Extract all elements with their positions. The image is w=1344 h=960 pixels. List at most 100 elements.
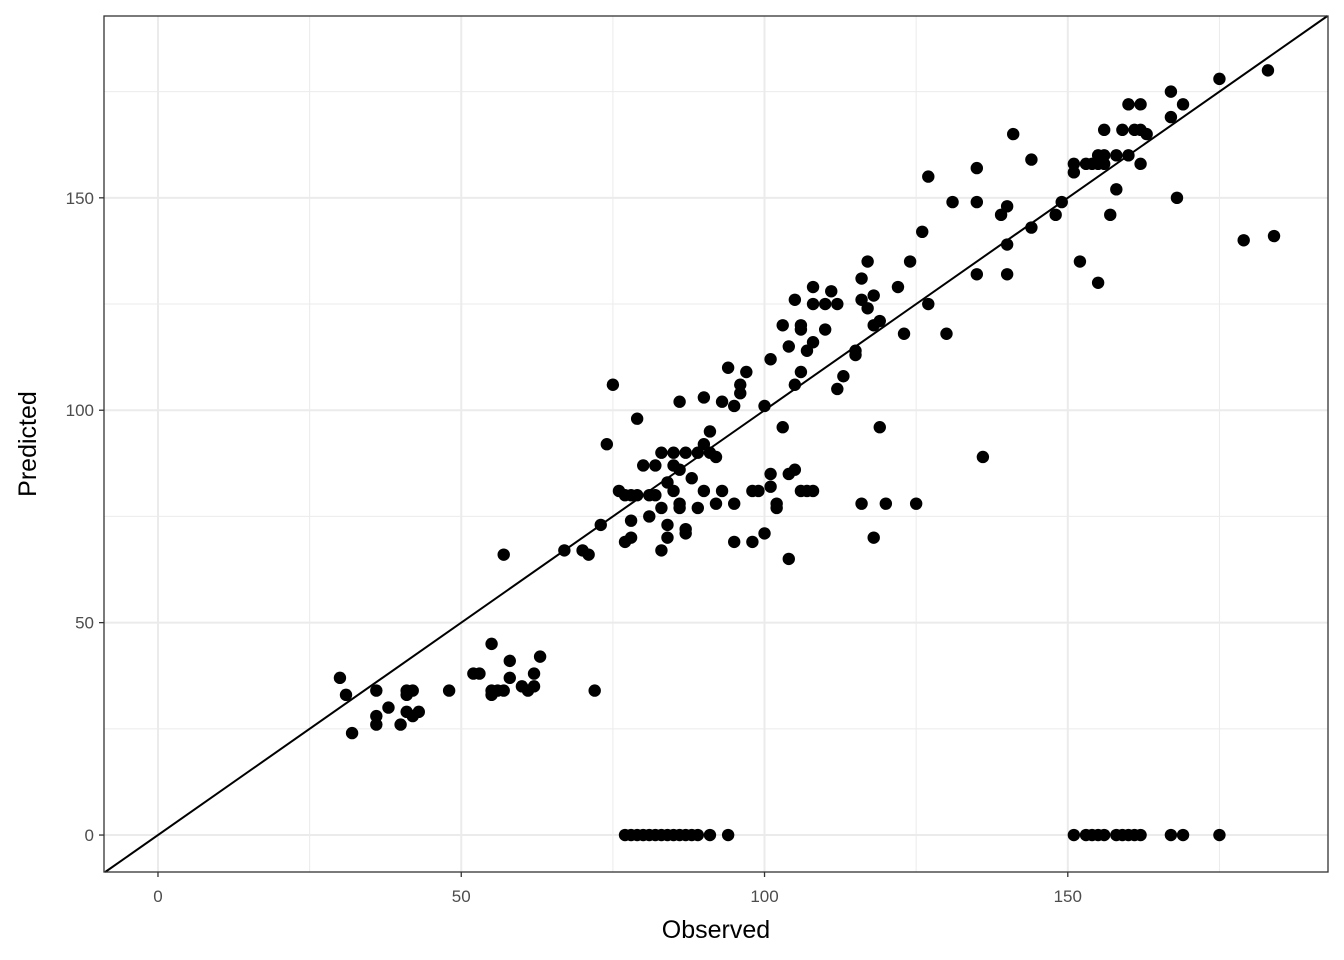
data-point xyxy=(703,425,717,438)
data-point xyxy=(970,161,984,175)
data-point xyxy=(873,421,886,434)
data-point xyxy=(1140,127,1153,141)
x-tick-label: 0 xyxy=(153,887,162,906)
data-point xyxy=(667,484,680,498)
data-point xyxy=(655,501,668,515)
data-point xyxy=(697,484,711,498)
identity-line xyxy=(104,15,1328,873)
points xyxy=(333,64,1281,842)
data-point xyxy=(825,285,838,298)
data-point xyxy=(655,544,668,557)
data-point xyxy=(370,718,383,731)
data-point xyxy=(1237,234,1250,247)
data-point xyxy=(1213,828,1226,842)
data-point xyxy=(788,293,802,306)
data-point xyxy=(1000,268,1014,281)
data-point xyxy=(782,340,795,353)
data-point xyxy=(861,302,874,315)
data-point xyxy=(655,446,668,459)
data-point xyxy=(1267,229,1281,243)
data-point xyxy=(794,365,808,379)
data-point xyxy=(727,497,741,510)
data-point xyxy=(740,365,753,379)
data-point xyxy=(606,378,620,391)
data-point xyxy=(849,348,862,362)
data-point xyxy=(679,446,692,459)
data-point xyxy=(624,531,638,544)
panel-border xyxy=(103,15,1329,873)
data-point xyxy=(734,378,747,391)
data-point xyxy=(764,467,777,481)
data-point xyxy=(503,671,516,685)
data-point xyxy=(624,514,638,527)
data-point xyxy=(503,654,516,668)
data-point xyxy=(788,378,802,391)
data-point xyxy=(782,552,795,566)
y-tick-label: 150 xyxy=(66,189,94,208)
data-point xyxy=(970,268,984,281)
data-point xyxy=(806,297,820,311)
data-point xyxy=(764,353,777,366)
data-point xyxy=(370,684,383,697)
data-point xyxy=(661,518,674,532)
data-point xyxy=(1055,195,1068,209)
data-point xyxy=(1176,98,1190,111)
data-point xyxy=(497,548,510,561)
data-point xyxy=(1097,123,1111,137)
data-point xyxy=(715,484,729,498)
data-point xyxy=(1007,127,1020,141)
data-point xyxy=(1104,208,1117,222)
data-point xyxy=(406,684,419,697)
data-point xyxy=(1110,183,1123,196)
data-point xyxy=(709,450,723,464)
data-point xyxy=(867,289,880,302)
data-point xyxy=(818,323,832,336)
data-point xyxy=(382,701,395,714)
data-point xyxy=(721,828,735,842)
data-point xyxy=(709,497,723,510)
data-point xyxy=(1097,149,1111,162)
data-point xyxy=(879,497,893,510)
data-point xyxy=(703,828,717,842)
data-point xyxy=(1097,157,1111,171)
data-point xyxy=(643,510,656,523)
data-point xyxy=(1073,255,1087,268)
data-point xyxy=(727,535,741,549)
data-point xyxy=(837,370,850,383)
data-point xyxy=(776,319,789,332)
data-point xyxy=(891,280,905,294)
data-point xyxy=(940,327,953,340)
data-point xyxy=(442,684,456,697)
data-point xyxy=(970,195,984,209)
data-point xyxy=(1000,200,1014,213)
data-point xyxy=(776,421,789,434)
data-point xyxy=(600,438,614,451)
x-tick-label: 50 xyxy=(452,887,471,906)
x-ticks: 0 50 100 150 xyxy=(153,872,1082,906)
data-point xyxy=(758,399,771,413)
data-point xyxy=(752,484,765,498)
data-point xyxy=(339,688,353,702)
data-point xyxy=(1164,110,1178,124)
data-point xyxy=(806,280,820,294)
data-point xyxy=(746,535,759,549)
data-point xyxy=(594,518,607,532)
y-axis-label: Predicted xyxy=(14,391,42,497)
data-point xyxy=(831,382,844,396)
data-point xyxy=(734,387,747,400)
data-point xyxy=(345,726,359,740)
data-point xyxy=(1164,828,1178,842)
data-point xyxy=(1261,64,1275,77)
data-point xyxy=(333,671,347,685)
data-point xyxy=(1213,72,1226,86)
data-point xyxy=(916,225,929,239)
data-point xyxy=(903,255,917,268)
data-point xyxy=(721,361,735,374)
data-point xyxy=(727,399,741,413)
data-point xyxy=(394,718,407,731)
data-point xyxy=(788,463,802,476)
data-point xyxy=(897,327,911,340)
data-point xyxy=(1134,828,1147,842)
y-tick-label: 50 xyxy=(75,614,94,633)
